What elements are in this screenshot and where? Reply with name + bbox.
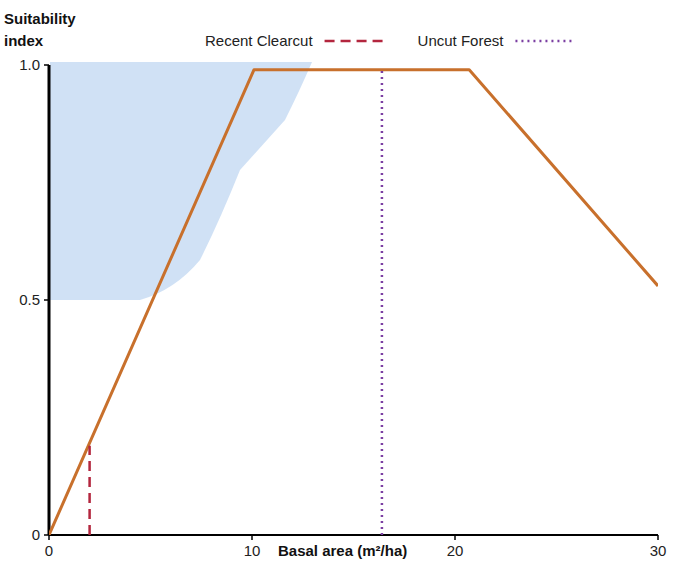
y-tick xyxy=(44,64,49,66)
x-tick xyxy=(48,535,50,540)
y-axis-label-line: Suitability xyxy=(4,10,76,27)
x-tick xyxy=(251,535,253,540)
photo-backdrop xyxy=(50,62,312,300)
x-tick-label: 10 xyxy=(244,542,261,559)
legend-label: Uncut Forest xyxy=(418,32,505,49)
x-axis-label: Basal area (m²/ha) xyxy=(278,542,407,559)
y-axis-label-line: index xyxy=(4,32,44,49)
y-tick-label: 0.5 xyxy=(19,291,40,308)
chart: 0 0.5 1.0 0 10 20 30 Basal area (m²/ha) Suitabil… xyxy=(0,0,680,577)
series-line xyxy=(49,70,658,535)
legend-swatch xyxy=(325,40,383,43)
legend-label: Recent Clearcut xyxy=(205,32,313,49)
plot-area xyxy=(49,70,658,535)
y-tick-label: 0 xyxy=(32,526,40,543)
legend-swatch xyxy=(515,40,573,43)
y-tick xyxy=(44,299,49,301)
series-line xyxy=(88,446,91,535)
x-tick-label: 20 xyxy=(447,542,464,559)
x-tick-label: 30 xyxy=(650,542,667,559)
y-axis-label: Suitability index xyxy=(4,10,76,49)
y-tick-label: 1.0 xyxy=(19,56,40,73)
x-tick xyxy=(454,535,456,540)
x-tick-label: 0 xyxy=(45,542,53,559)
series-line xyxy=(381,70,384,535)
x-axis xyxy=(49,534,658,536)
x-tick xyxy=(657,535,659,540)
